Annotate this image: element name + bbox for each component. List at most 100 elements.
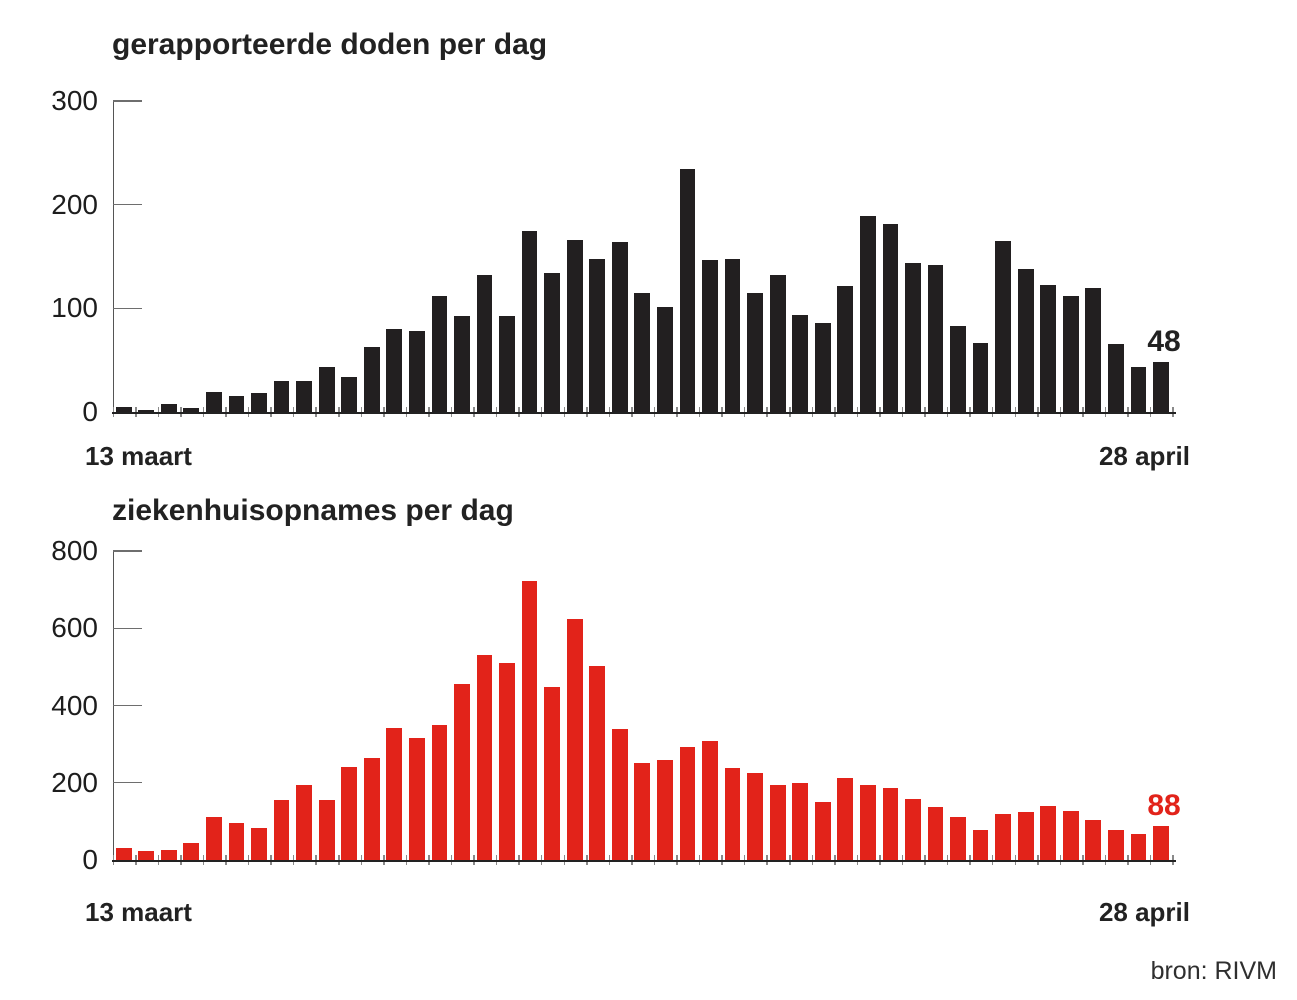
admissions-last-value-label: 88 bbox=[1147, 789, 1181, 822]
bar bbox=[476, 654, 493, 860]
bar bbox=[521, 581, 538, 860]
bar bbox=[1040, 806, 1057, 860]
bar bbox=[611, 242, 628, 412]
bar bbox=[905, 262, 921, 412]
x-axis-baseline bbox=[111, 860, 1176, 862]
y-axis-tick bbox=[112, 550, 142, 552]
bar bbox=[1108, 343, 1124, 412]
bar bbox=[296, 784, 312, 860]
y-axis-label: 0 bbox=[82, 396, 98, 427]
admissions-x-end-label: 28 april bbox=[1098, 897, 1190, 927]
x-axis-baseline bbox=[111, 412, 1176, 414]
bar bbox=[1153, 826, 1169, 860]
bar bbox=[769, 275, 786, 412]
y-axis-label: 800 bbox=[51, 535, 98, 566]
bar bbox=[1062, 810, 1079, 860]
source-credit: bron: RIVM bbox=[1150, 957, 1277, 985]
bar bbox=[702, 259, 718, 412]
bar bbox=[1108, 830, 1124, 860]
bar bbox=[702, 741, 718, 860]
deaths-last-value-label: 48 bbox=[1147, 325, 1181, 359]
bar bbox=[837, 285, 854, 412]
bar bbox=[611, 729, 628, 860]
bar bbox=[408, 331, 425, 412]
bar bbox=[341, 376, 358, 412]
bar bbox=[1085, 820, 1102, 860]
bar bbox=[115, 848, 132, 860]
y-axis-label: 600 bbox=[51, 612, 98, 644]
bar bbox=[476, 275, 493, 412]
bar bbox=[273, 800, 290, 860]
bar bbox=[138, 851, 155, 860]
bar bbox=[814, 802, 831, 860]
bar bbox=[206, 392, 222, 412]
bar bbox=[905, 798, 921, 860]
bar bbox=[206, 817, 222, 860]
bar bbox=[837, 778, 854, 860]
deaths-chart-title: gerapporteerde doden per dag bbox=[112, 28, 548, 61]
bar bbox=[1153, 362, 1169, 412]
bar bbox=[882, 224, 899, 412]
y-axis-tick bbox=[112, 782, 142, 784]
bar bbox=[589, 258, 606, 412]
bar bbox=[251, 393, 267, 412]
admissions-plot-area bbox=[111, 550, 1183, 865]
bar bbox=[950, 816, 966, 860]
y-axis-tick bbox=[112, 307, 142, 310]
bar bbox=[1040, 284, 1057, 412]
bar bbox=[318, 367, 335, 412]
bar bbox=[927, 807, 944, 860]
bar bbox=[972, 829, 989, 860]
deaths-plot-area bbox=[111, 100, 1183, 417]
bar bbox=[183, 407, 200, 412]
y-axis-tick bbox=[112, 100, 142, 102]
bar bbox=[160, 403, 177, 412]
bar bbox=[228, 822, 245, 860]
bar bbox=[995, 813, 1012, 860]
bar bbox=[589, 666, 606, 860]
bar bbox=[251, 827, 267, 860]
bar bbox=[634, 292, 651, 412]
bar bbox=[724, 768, 741, 860]
bar bbox=[431, 295, 448, 412]
bar bbox=[566, 239, 583, 412]
bar bbox=[972, 342, 989, 412]
bar bbox=[454, 315, 470, 412]
bar bbox=[273, 380, 290, 412]
bar bbox=[296, 380, 312, 412]
bar bbox=[882, 788, 899, 860]
bar bbox=[544, 687, 561, 860]
bar bbox=[183, 843, 200, 860]
bar bbox=[1017, 268, 1034, 412]
bar bbox=[431, 724, 448, 860]
y-axis-label: 200 bbox=[51, 188, 98, 220]
bar bbox=[769, 785, 786, 860]
bar bbox=[995, 240, 1012, 412]
bar bbox=[408, 738, 425, 860]
bar bbox=[657, 307, 673, 412]
bar bbox=[1130, 367, 1147, 412]
y-axis-label: 400 bbox=[51, 689, 98, 721]
bar bbox=[1130, 833, 1147, 860]
bar bbox=[859, 784, 876, 860]
y-axis-label: 100 bbox=[51, 292, 98, 324]
bar bbox=[228, 396, 245, 412]
bar bbox=[138, 409, 155, 412]
bar bbox=[859, 216, 876, 412]
bar bbox=[160, 849, 177, 860]
y-axis-line bbox=[112, 101, 114, 412]
bar bbox=[521, 230, 538, 412]
bar bbox=[318, 800, 335, 860]
bar bbox=[747, 773, 763, 860]
bar bbox=[115, 406, 132, 412]
deaths-x-start-label: 13 maart bbox=[85, 441, 192, 471]
y-axis-label: 0 bbox=[82, 844, 98, 875]
y-axis-tick bbox=[112, 627, 142, 629]
bar bbox=[363, 757, 380, 860]
bar bbox=[341, 766, 358, 860]
admissions-x-start-label: 13 maart bbox=[85, 897, 192, 927]
bar bbox=[499, 315, 515, 412]
y-axis-label: 200 bbox=[51, 766, 98, 798]
bar bbox=[566, 618, 583, 860]
